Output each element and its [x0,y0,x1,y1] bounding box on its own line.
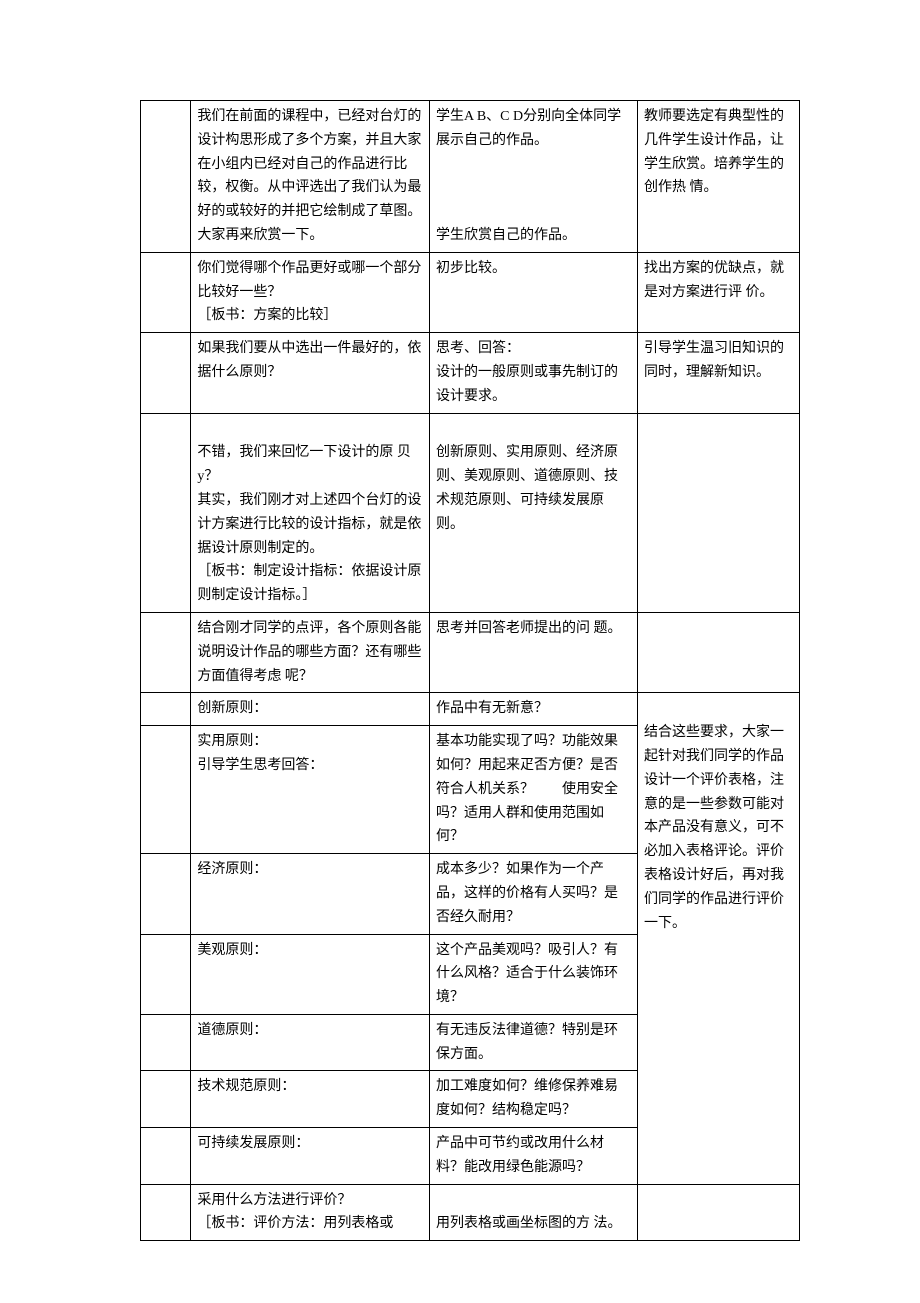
document-page: 我们在前面的课程中，已经对台灯的设计构思形成了多个方案，并且大家在小组内已经对自… [0,0,920,1301]
cell-student-activity: 基本功能实现了吗？功能效果如何？用起来疋否方便？是否符合人机关系？ 使用安全吗？… [429,726,637,854]
cell-design-intent [637,612,799,692]
cell-teacher-activity: 实用原则：引导学生思考回答： [191,726,430,854]
cell-teacher-activity: 不错，我们来回忆一下设计的原 贝y？其实，我们刚才对上述四个台灯的设计方案进行比… [191,413,430,612]
cell-student-activity: 思考、回答：设计的一般原则或事先制订的设计要求。 [429,333,637,413]
cell-col0 [141,413,191,612]
cell-teacher-activity: 经济原则： [191,854,430,934]
cell-design-intent: 找出方案的优缺点，就是对方案进行评 价。 [637,252,799,332]
cell-col0 [141,1184,191,1241]
cell-student-activity: 有无违反法律道德？特别是环保方面。 [429,1014,637,1071]
cell-student-activity: 用列表格或画坐标图的方 法。 [429,1184,637,1241]
cell-student-activity: 加工难度如何？维修保养难易度如何？结构稳定吗？ [429,1071,637,1128]
cell-teacher-activity: 我们在前面的课程中，已经对台灯的设计构思形成了多个方案，并且大家在小组内已经对自… [191,101,430,253]
cell-student-activity: 产品中可节约或改用什么材料？能改用绿色能源吗？ [429,1128,637,1185]
cell-student-activity: 创新原则、实用原则、经济原则、美观原则、道德原则、技术规范原则、可持续发展原则。 [429,413,637,612]
cell-teacher-activity: 可持续发展原则： [191,1128,430,1185]
cell-teacher-activity: 技术规范原则： [191,1071,430,1128]
cell-student-activity: 思考并回答老师提出的问 题。 [429,612,637,692]
table-row: 我们在前面的课程中，已经对台灯的设计构思形成了多个方案，并且大家在小组内已经对自… [141,101,800,253]
cell-teacher-activity: 你们觉得哪个作品更好或哪一个部分比较好一些？［板书：方案的比较］ [191,252,430,332]
table-row: 采用什么方法进行评价？［板书：评价方法：用列表格或用列表格或画坐标图的方 法。 [141,1184,800,1241]
table-row: 创新原则：作品中有无新意？结合这些要求，大家一起针对我们同学的作品设计一个评价表… [141,693,800,726]
cell-teacher-activity: 如果我们要从中选出一件最好的，依据什么原则？ [191,333,430,413]
table-row: 如果我们要从中选出一件最好的，依据什么原则？思考、回答：设计的一般原则或事先制订… [141,333,800,413]
cell-teacher-activity: 结合刚才同学的点评，各个原则各能说明设计作品的哪些方面？还有哪些方面值得考虑 呢… [191,612,430,692]
cell-design-intent [637,413,799,612]
table-body: 我们在前面的课程中，已经对台灯的设计构思形成了多个方案，并且大家在小组内已经对自… [141,101,800,1241]
cell-col0 [141,333,191,413]
cell-col0 [141,726,191,854]
cell-col0 [141,1014,191,1071]
cell-col0 [141,612,191,692]
cell-student-activity: 成本多少？如果作为一个产品，这样的价格有人买吗？是否经久耐用？ [429,854,637,934]
cell-teacher-activity: 道德原则： [191,1014,430,1071]
cell-design-intent [637,1184,799,1241]
cell-col0 [141,1128,191,1185]
cell-col0 [141,252,191,332]
cell-col0 [141,101,191,253]
cell-teacher-activity: 采用什么方法进行评价？［板书：评价方法：用列表格或 [191,1184,430,1241]
table-row: 不错，我们来回忆一下设计的原 贝y？其实，我们刚才对上述四个台灯的设计方案进行比… [141,413,800,612]
table-row: 结合刚才同学的点评，各个原则各能说明设计作品的哪些方面？还有哪些方面值得考虑 呢… [141,612,800,692]
cell-col0 [141,934,191,1014]
cell-col0 [141,854,191,934]
cell-teacher-activity: 创新原则： [191,693,430,726]
table-row: 你们觉得哪个作品更好或哪一个部分比较好一些？［板书：方案的比较］初步比较。找出方… [141,252,800,332]
cell-design-intent: 教师要选定有典型性的几件学生设计作品，让学生欣赏。培养学生的创作热 情。 [637,101,799,253]
cell-student-activity: 学生A B、C D分别向全体同学展示自己的作品。学生欣赏自己的作品。 [429,101,637,253]
cell-col0 [141,1071,191,1128]
cell-student-activity: 初步比较。 [429,252,637,332]
lesson-plan-table: 我们在前面的课程中，已经对台灯的设计构思形成了多个方案，并且大家在小组内已经对自… [140,100,800,1241]
cell-student-activity: 作品中有无新意？ [429,693,637,726]
cell-teacher-activity: 美观原则： [191,934,430,1014]
cell-col0 [141,693,191,726]
cell-design-intent: 结合这些要求，大家一起针对我们同学的作品设计一个评价表格，注意的是一些参数可能对… [637,693,799,1184]
cell-student-activity: 这个产品美观吗？吸引人？有什么风格？适合于什么装饰环境？ [429,934,637,1014]
cell-design-intent: 引导学生温习旧知识的同时，理解新知识。 [637,333,799,413]
